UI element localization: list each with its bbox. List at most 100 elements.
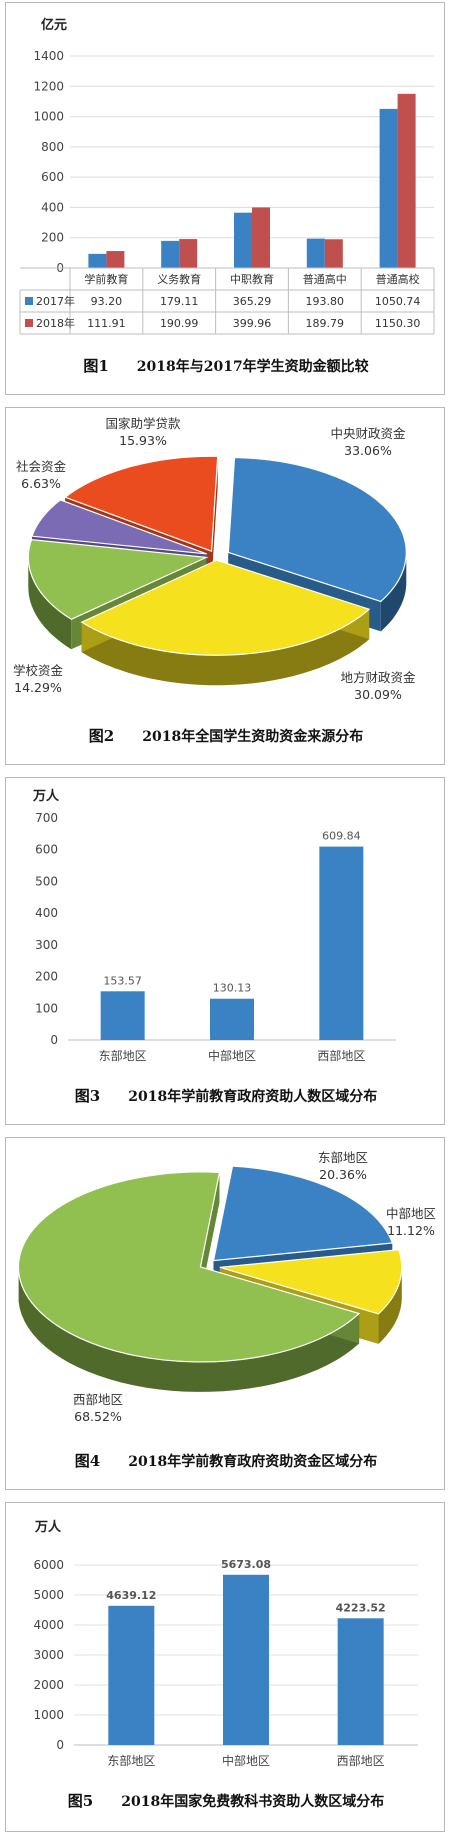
pie-slice-side bbox=[28, 558, 72, 650]
data-label: 4639.12 bbox=[106, 1589, 156, 1602]
figure5-panel: 万人 0 1000 2000 3000 4000 5000 6000 4639.12 东部地区 56… bbox=[5, 1502, 445, 1832]
figure-number: 图4 bbox=[75, 1452, 100, 1470]
slice-percent: 33.06% bbox=[344, 443, 392, 458]
y-tick-label: 100 bbox=[35, 1001, 58, 1015]
y-tick-label: 800 bbox=[41, 140, 64, 154]
data-label: 609.84 bbox=[322, 830, 361, 843]
pie-slice bbox=[227, 456, 407, 603]
pie-slice-wall bbox=[200, 1172, 220, 1297]
slice-label: 东部地区 bbox=[318, 1150, 368, 1165]
pie-slice bbox=[80, 559, 371, 656]
bar bbox=[210, 998, 254, 1040]
y-tick-label: 200 bbox=[35, 970, 58, 984]
category-label: 普通高中 bbox=[303, 272, 347, 286]
y-tick-label: 200 bbox=[41, 231, 64, 245]
slice-percent: 30.09% bbox=[354, 687, 402, 702]
slice-label: 社会资金 bbox=[16, 459, 67, 474]
bar bbox=[324, 239, 343, 268]
table-cell: 1150.30 bbox=[375, 317, 421, 330]
figure2-chart: 中央财政资金 33.06% 地方财政资金 30.09% 学校资金 14.29% 社会资金 6.… bbox=[13, 416, 416, 745]
figure3-chart: 万人 0 100 200 300 400 500 600 700 153.57 东部地区 130.13… bbox=[32, 788, 396, 1105]
category-label: 东部地区 bbox=[99, 1048, 147, 1063]
figure4-chart: 东部地区 20.36% 中部地区 11.12% 西部地区 68.52% 图4 2018年学前教… bbox=[17, 1150, 436, 1470]
pie-slice bbox=[31, 499, 207, 555]
bar bbox=[337, 1618, 384, 1745]
figure-title: 2018年学前教育政府资助人数区域分布 bbox=[128, 1088, 377, 1105]
category-label: 义务教育 bbox=[157, 272, 201, 286]
figure1-chart: 亿元0200400600800100012001400学前教育 义务教育 中职教育普… bbox=[19, 17, 435, 375]
legend-swatch bbox=[25, 297, 33, 305]
pie-slice-side bbox=[18, 1271, 360, 1392]
pie-slice bbox=[219, 1249, 403, 1315]
slice-percent: 11.12% bbox=[387, 1223, 435, 1238]
figure-number: 图1 bbox=[83, 357, 108, 375]
y-tick-label: 4000 bbox=[33, 1618, 64, 1632]
figure1-panel: 亿元 0 200 400 600 800 1000 1200 1400 学前教育 义务教育 中职教育普… bbox=[5, 2, 445, 395]
y-tick-label: 1400 bbox=[33, 49, 64, 63]
figure-caption: 图5 2018年国家免费教科书资助人数区域分布 bbox=[68, 1792, 384, 1810]
table-cell: 111.91 bbox=[87, 317, 126, 330]
y-unit-label: 万人 bbox=[34, 1519, 62, 1535]
table-cell: 193.80 bbox=[306, 295, 345, 308]
y-tick-label: 0 bbox=[56, 1738, 64, 1752]
category-label: 东部地区 bbox=[107, 1753, 155, 1768]
bar bbox=[161, 240, 180, 268]
figure-caption: 图2 2018年全国学生资助资金来源分布 bbox=[89, 727, 363, 745]
figure-title: 2018年全国学生资助资金来源分布 bbox=[142, 728, 363, 745]
figure-caption: 图1 2018年与2017年学生资助金额比较 bbox=[83, 357, 368, 375]
figure-number: 图3 bbox=[75, 1087, 100, 1105]
table-cell: 1050.74 bbox=[375, 295, 421, 308]
figure-number: 图5 bbox=[68, 1792, 93, 1810]
legend-label: 2017年 bbox=[36, 294, 75, 308]
table-cell: 189.79 bbox=[306, 317, 345, 330]
figure-title: 2018年学前教育政府资助资金区域分布 bbox=[128, 1453, 377, 1470]
bar bbox=[179, 239, 198, 268]
slice-label: 国家助学贷款 bbox=[105, 416, 181, 431]
data-label: 5673.08 bbox=[221, 1558, 271, 1571]
data-label: 130.13 bbox=[213, 982, 252, 995]
slice-label: 地方财政资金 bbox=[340, 670, 416, 685]
slice-label: 中央财政资金 bbox=[330, 426, 406, 441]
figure2-panel: 中央财政资金 33.06% 地方财政资金 30.09% 学校资金 14.29% 社会资金 6.… bbox=[5, 407, 445, 765]
y-unit-label: 万人 bbox=[32, 788, 60, 804]
table-cell: 365.29 bbox=[233, 295, 272, 308]
y-tick-label: 2000 bbox=[33, 1678, 64, 1692]
bar bbox=[100, 991, 145, 1040]
bar bbox=[223, 1574, 269, 1745]
slice-label: 中部地区 bbox=[386, 1206, 436, 1221]
y-tick-label: 600 bbox=[41, 170, 64, 184]
table-cell: 399.96 bbox=[233, 317, 272, 330]
bar bbox=[397, 93, 416, 269]
y-tick-label: 300 bbox=[35, 938, 58, 952]
figure-title: 2018年国家免费教科书资助人数区域分布 bbox=[121, 1793, 384, 1810]
bar bbox=[319, 846, 364, 1040]
slice-percent: 6.63% bbox=[21, 476, 61, 491]
figure-caption: 图4 2018年学前教育政府资助资金区域分布 bbox=[75, 1452, 377, 1470]
pie-slice bbox=[63, 455, 219, 553]
category-label: 中职教育 bbox=[230, 272, 274, 286]
y-tick-label: 400 bbox=[41, 200, 64, 214]
bar bbox=[108, 1605, 155, 1745]
y-tick-label: 1200 bbox=[33, 79, 64, 93]
category-label: 普通高校 bbox=[376, 272, 420, 286]
y-tick-label: 5000 bbox=[33, 1588, 64, 1602]
table-cell: 190.99 bbox=[160, 317, 199, 330]
figure4-panel: 东部地区 20.36% 中部地区 11.12% 西部地区 68.52% 图4 2018年学前教… bbox=[5, 1137, 445, 1490]
table-cell: 179.11 bbox=[160, 295, 199, 308]
pie-slice-side bbox=[380, 554, 407, 632]
data-label: 4223.52 bbox=[336, 1601, 386, 1614]
pie-slice-side bbox=[378, 1268, 402, 1344]
figure-title: 2018年与2017年学生资助金额比较 bbox=[137, 358, 369, 375]
pie-slice bbox=[212, 1165, 394, 1262]
pie-slice bbox=[17, 1171, 361, 1363]
y-unit-label: 亿元 bbox=[41, 17, 67, 33]
y-tick-label: 0 bbox=[50, 1033, 58, 1047]
bar bbox=[234, 212, 252, 268]
y-tick-label: 3000 bbox=[33, 1648, 64, 1662]
slice-percent: 20.36% bbox=[319, 1167, 367, 1182]
pie-slice bbox=[27, 538, 209, 620]
bar bbox=[88, 253, 107, 268]
bar bbox=[379, 108, 398, 268]
legend-swatch bbox=[25, 319, 33, 327]
y-tick-label: 700 bbox=[35, 811, 58, 825]
